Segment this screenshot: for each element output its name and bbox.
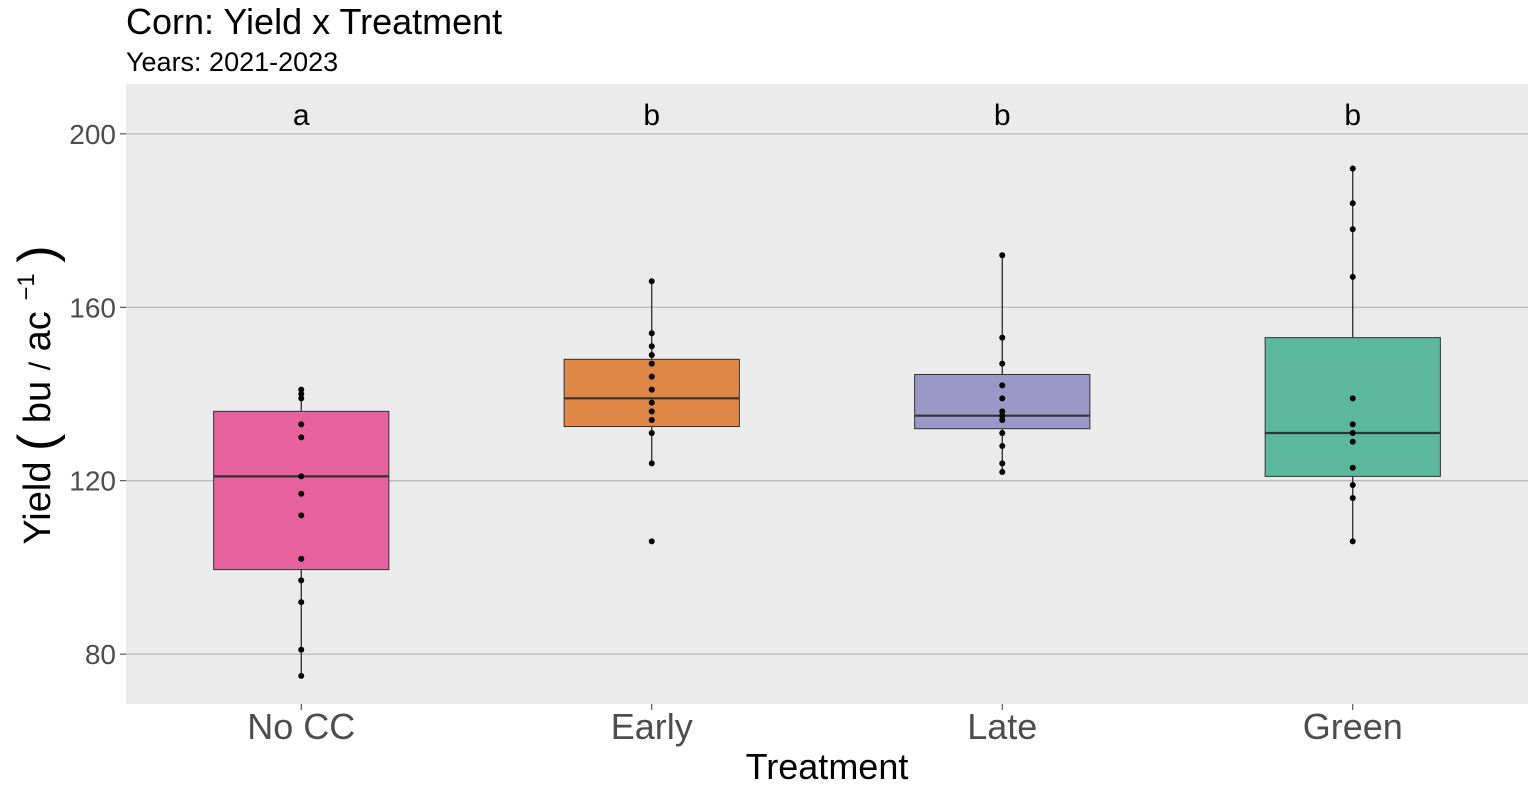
x-axis-ticks: No CC Early Late Green: [247, 704, 1403, 747]
data-point: [298, 512, 305, 519]
data-point: [298, 490, 305, 497]
box-iqr: [563, 358, 740, 428]
box-iqr: [1264, 337, 1441, 477]
svg-text:Yield ( bu /: Yield ( bu / ac −1 ): [1, 245, 66, 544]
box-no-cc: [213, 386, 390, 679]
data-point: [999, 430, 1006, 437]
chart-subtitle: Years: 2021-2023: [126, 47, 338, 77]
box-late: [914, 252, 1091, 476]
data-point: [298, 577, 305, 584]
data-point: [999, 334, 1006, 341]
data-point: [648, 408, 655, 415]
y-axis-label: Yield ( bu / ac −1 ): [1, 245, 66, 544]
data-point: [999, 417, 1006, 424]
data-point: [999, 408, 1006, 415]
significance-letter: b: [994, 99, 1011, 132]
data-point: [648, 460, 655, 467]
y-tick-label: 80: [85, 639, 116, 670]
data-point: [298, 646, 305, 653]
data-point: [1349, 273, 1356, 280]
data-point: [298, 421, 305, 428]
data-point: [1349, 395, 1356, 402]
y-axis-label-prefix: Yield: [17, 462, 59, 545]
data-point: [298, 599, 305, 606]
significance-letter: b: [643, 99, 660, 132]
data-point: [1349, 200, 1356, 207]
data-point: [298, 395, 305, 402]
data-point: [1349, 226, 1356, 233]
data-point: [298, 434, 305, 441]
x-tick-label: No CC: [247, 706, 355, 747]
data-point: [648, 386, 655, 393]
significance-letter: a: [293, 99, 310, 132]
data-point: [999, 412, 1006, 419]
data-point: [1349, 438, 1356, 445]
box-series: [213, 165, 1441, 679]
y-axis-label-unit2: ac: [17, 311, 59, 351]
x-axis-label: Treatment: [746, 746, 909, 787]
data-point: [648, 351, 655, 358]
data-point: [1349, 464, 1356, 471]
chart-title: Corn: Yield x Treatment: [126, 1, 502, 42]
data-point: [999, 252, 1006, 259]
y-axis-label-exponent: −1: [13, 273, 40, 300]
data-point: [648, 417, 655, 424]
y-tick-label: 160: [69, 292, 116, 323]
data-point: [648, 278, 655, 285]
data-point: [1349, 482, 1356, 489]
data-point: [648, 538, 655, 545]
y-axis-ticks: 80 120 160 200: [69, 119, 126, 670]
y-axis-label-unit: bu: [17, 381, 59, 423]
y-axis-label-slash: /: [24, 361, 57, 370]
data-point: [298, 391, 305, 397]
y-tick-label: 120: [69, 466, 116, 497]
data-point: [298, 473, 305, 480]
data-point: [999, 395, 1006, 402]
data-point: [648, 330, 655, 337]
data-point: [648, 373, 655, 380]
x-tick-label: Green: [1303, 706, 1403, 747]
box-green: [1264, 165, 1441, 545]
data-point: [298, 386, 305, 393]
data-point: [999, 443, 1006, 450]
y-tick-label: 200: [69, 119, 116, 150]
data-point: [999, 360, 1006, 367]
data-point: [999, 460, 1006, 467]
box-early: [563, 278, 740, 545]
data-point: [1349, 165, 1356, 172]
data-point: [648, 360, 655, 367]
data-point: [648, 430, 655, 437]
x-tick-label: Late: [967, 706, 1037, 747]
significance-letter: b: [1344, 99, 1361, 132]
data-point: [648, 343, 655, 350]
data-point: [999, 469, 1006, 476]
data-point: [999, 382, 1006, 389]
data-point: [648, 399, 655, 406]
data-point: [298, 555, 305, 562]
data-point: [1349, 538, 1356, 545]
data-point: [298, 672, 305, 679]
data-point: [1349, 430, 1356, 437]
x-tick-label: Early: [611, 706, 693, 747]
data-point: [1349, 421, 1356, 428]
data-point: [1349, 495, 1356, 502]
